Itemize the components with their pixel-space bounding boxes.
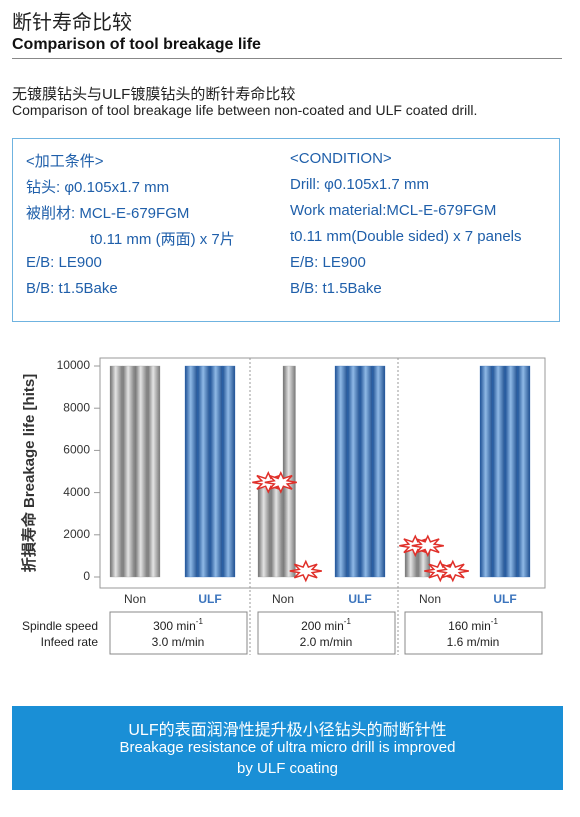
speed-value: 300 min bbox=[153, 619, 196, 633]
condition-line: t0.11 mm(Double sided) x 7 panels bbox=[290, 228, 522, 245]
y-tick-label: 0 bbox=[83, 569, 90, 583]
drill-bar bbox=[270, 488, 284, 578]
condition-line: B/B: t1.5Bake bbox=[290, 280, 382, 297]
drill-bar bbox=[282, 365, 296, 578]
y-axis-label: 折損寿命 Breakage life [hits] bbox=[20, 374, 38, 572]
speed: 200 min-1 bbox=[301, 617, 351, 633]
speed: 300 min-1 bbox=[153, 617, 203, 633]
x-tick-label: Non bbox=[272, 592, 294, 606]
drill-bar bbox=[184, 365, 198, 578]
rate: 3.0 m/min bbox=[152, 635, 205, 649]
drill-bar bbox=[122, 365, 136, 578]
speed-unit-sup: -1 bbox=[344, 617, 352, 626]
rate: 1.6 m/min bbox=[447, 635, 500, 649]
condition-line: <加工条件> bbox=[26, 153, 104, 170]
rule bbox=[12, 58, 562, 59]
drill-bar bbox=[334, 365, 348, 578]
drill-bar bbox=[209, 365, 223, 578]
break-mark bbox=[411, 534, 444, 558]
condition-box bbox=[12, 138, 560, 322]
note-cn: ULF的表面润滑性提升极小径钻头的耐断针性 bbox=[128, 722, 447, 739]
drill-bar bbox=[222, 365, 236, 578]
y-tick-label: 2000 bbox=[63, 527, 90, 541]
x-tick-label: ULF bbox=[493, 592, 516, 606]
y-tick-label: 10000 bbox=[57, 358, 91, 372]
condition-line: t0.11 mm (两面) x 7片 bbox=[90, 231, 235, 248]
note-en: by ULF coating bbox=[237, 760, 338, 777]
drill-bar bbox=[479, 365, 493, 578]
note-en: Breakage resistance of ultra micro drill… bbox=[119, 739, 456, 756]
condition-line: B/B: t1.5Bake bbox=[26, 280, 118, 297]
title-en: Comparison of tool breakage life bbox=[12, 36, 261, 53]
condition-cell bbox=[257, 611, 396, 655]
condition-cell bbox=[109, 611, 248, 655]
speed: 160 min-1 bbox=[448, 617, 498, 633]
condition-line: 钻头: φ0.105x1.7 mm bbox=[26, 179, 170, 196]
x-tick-label: Non bbox=[124, 592, 146, 606]
drill-bar bbox=[359, 365, 373, 578]
condition-line: Drill: φ0.105x1.7 mm bbox=[290, 176, 429, 193]
drill-bar bbox=[134, 365, 148, 578]
drill-bar bbox=[504, 365, 518, 578]
drill-bar bbox=[197, 365, 211, 578]
speed-unit-sup: -1 bbox=[491, 617, 499, 626]
condition-cell bbox=[404, 611, 543, 655]
drill-bar bbox=[147, 365, 161, 578]
drill-bar bbox=[257, 488, 271, 578]
condition-line: 被削材: MCL-E-679FGM bbox=[26, 205, 190, 222]
break-mark bbox=[289, 559, 322, 583]
subtitle-cn: 无镀膜钻头与ULF镀膜钻头的断针寿命比较 bbox=[12, 86, 296, 103]
drill-bar bbox=[492, 365, 506, 578]
condition-line: Work material:MCL-E-679FGM bbox=[290, 202, 497, 219]
drill-bar bbox=[347, 365, 361, 578]
drill-bar bbox=[517, 365, 531, 578]
drill-bar bbox=[372, 365, 386, 578]
break-mark bbox=[436, 559, 469, 583]
row-label: Infeed rate bbox=[41, 635, 99, 649]
y-tick-label: 4000 bbox=[63, 485, 90, 499]
speed-unit-sup: -1 bbox=[196, 617, 204, 626]
speed-value: 160 min bbox=[448, 619, 491, 633]
title-cn: 断针寿命比较 bbox=[12, 12, 132, 34]
plot-frame bbox=[99, 357, 546, 589]
break-mark bbox=[264, 471, 297, 494]
speed-value: 200 min bbox=[301, 619, 344, 633]
drill-bar bbox=[109, 365, 123, 578]
x-tick-label: ULF bbox=[348, 592, 371, 606]
condition-line: E/B: LE900 bbox=[26, 254, 102, 271]
note-box bbox=[12, 706, 563, 790]
row-label: Spindle speed bbox=[22, 619, 98, 633]
condition-line: <CONDITION> bbox=[290, 150, 392, 167]
subtitle-en: Comparison of tool breakage life between… bbox=[12, 102, 478, 118]
x-tick-label: Non bbox=[419, 592, 441, 606]
y-tick-label: 6000 bbox=[63, 443, 90, 457]
rate: 2.0 m/min bbox=[300, 635, 353, 649]
condition-line: E/B: LE900 bbox=[290, 254, 366, 271]
x-tick-label: ULF bbox=[198, 592, 221, 606]
y-tick-label: 8000 bbox=[63, 400, 90, 414]
chart: 折損寿命 Breakage life [hits] 0 2000 4000 6000 8… bbox=[20, 357, 546, 655]
